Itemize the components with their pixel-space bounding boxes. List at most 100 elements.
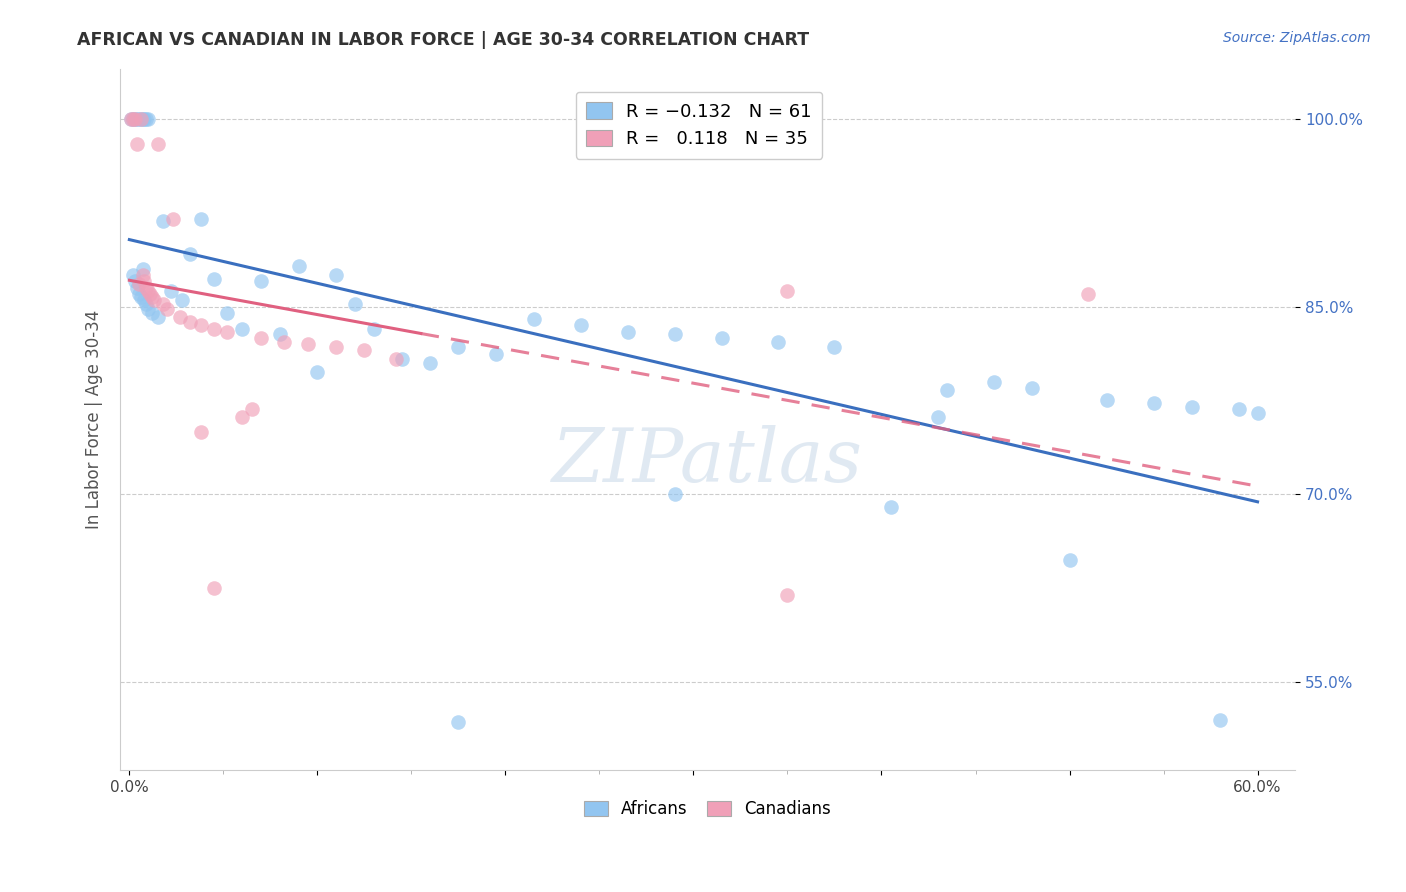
Text: Source: ZipAtlas.com: Source: ZipAtlas.com [1223,31,1371,45]
Point [776,588,799,602]
Point [129,112,152,126]
Point [766,334,789,349]
Legend: Africans, Canadians: Africans, Canadians [578,794,838,825]
Point [134,112,156,126]
Text: ZIPatlas: ZIPatlas [553,425,863,498]
Point [824,340,846,354]
Point [152,297,174,311]
Point [447,715,470,730]
Point [936,384,959,398]
Point [240,402,263,417]
Point [325,340,347,354]
Point [129,289,152,303]
Point [135,112,157,126]
Point [307,365,329,379]
Point [353,343,375,358]
Point [125,112,148,126]
Point [122,112,145,126]
Point [131,112,153,126]
Point [120,112,142,126]
Point [125,136,148,151]
Point [569,318,592,333]
Point [1095,393,1118,408]
Point [1021,381,1043,395]
Point [134,293,156,308]
Point [128,277,150,291]
Point [159,285,181,299]
Point [927,409,949,424]
Point [136,112,159,126]
Point [1246,406,1268,420]
Point [120,112,142,126]
Point [156,301,179,316]
Point [136,301,159,316]
Point [664,327,686,342]
Point [776,285,799,299]
Point [343,297,366,311]
Point [485,347,508,361]
Point [250,275,273,289]
Point [141,306,163,320]
Point [146,310,169,324]
Point [880,500,903,514]
Point [447,340,470,354]
Point [231,322,253,336]
Point [152,214,174,228]
Text: AFRICAN VS CANADIAN IN LABOR FORCE | AGE 30-34 CORRELATION CHART: AFRICAN VS CANADIAN IN LABOR FORCE | AGE… [77,31,810,49]
Point [131,268,153,283]
Point [231,409,253,424]
Point [287,260,309,274]
Point [1077,287,1099,301]
Point [141,289,163,303]
Point [385,352,408,367]
Point [139,287,162,301]
Point [1181,400,1204,414]
Point [122,268,145,283]
Point [125,281,148,295]
Point [170,293,193,308]
Point [1209,713,1232,727]
Point [179,247,201,261]
Point [162,211,184,226]
Point [128,112,150,126]
Point [190,425,212,439]
Point [202,322,225,336]
Point [710,331,733,345]
Point [523,312,546,326]
Point [124,275,146,289]
Point [325,268,347,283]
Point [190,211,212,226]
Point [122,112,145,126]
Point [128,287,150,301]
Point [202,582,225,596]
Point [250,331,273,345]
Point [129,112,152,126]
Point [202,272,225,286]
Point [217,325,239,339]
Point [135,281,157,295]
Point [124,112,146,126]
Point [134,275,156,289]
Point [217,306,239,320]
Point [169,310,191,324]
Point [1143,396,1166,410]
Point [146,136,169,151]
Point [124,112,146,126]
Point [269,327,291,342]
Point [142,293,165,308]
Point [135,297,157,311]
Point [983,375,1005,389]
Point [1227,402,1250,417]
Point [179,314,201,328]
Point [391,352,413,367]
Y-axis label: In Labor Force | Age 30-34: In Labor Force | Age 30-34 [86,310,103,529]
Point [273,334,295,349]
Point [136,285,159,299]
Point [363,322,385,336]
Point [131,262,153,277]
Point [664,487,686,501]
Point [190,318,212,333]
Point [419,356,441,370]
Point [1059,552,1081,566]
Point [616,325,638,339]
